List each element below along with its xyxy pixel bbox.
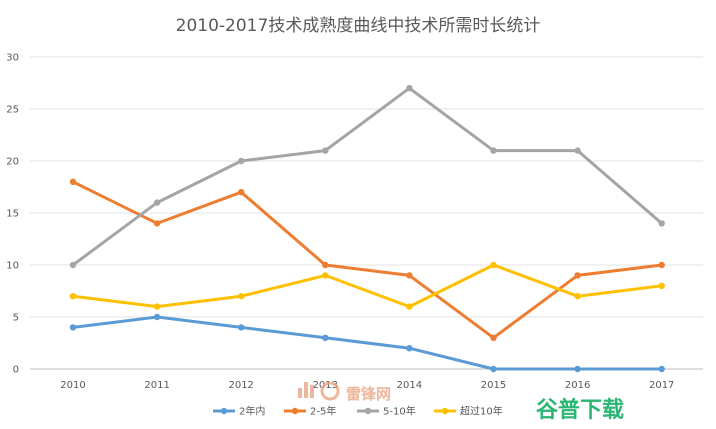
legend-label: 5-10年 [383,405,416,418]
data-point [238,324,245,331]
y-tick-label: 25 [6,105,19,116]
data-point [406,303,413,310]
data-point [69,261,77,269]
x-tick-label: 2011 [144,380,169,391]
data-point [406,345,413,352]
data-point [658,220,665,227]
y-tick-label: 30 [6,53,19,64]
x-tick-label: 2017 [649,380,674,391]
data-point [322,261,329,269]
legend-label: 2年内 [239,405,265,418]
chart-title: 2010-2017技术成熟度曲线中技术所需时长统计 [176,15,541,36]
data-point [322,334,329,341]
data-point [406,272,413,279]
x-tick-label: 2014 [397,380,422,391]
series-line [71,263,664,309]
y-tick-label: 0 [13,365,19,376]
legend-item: 超过10年 [434,405,503,418]
legend-marker [441,407,449,415]
data-point [69,178,77,185]
data-point [238,293,245,300]
data-point [574,293,581,300]
data-point [490,147,497,154]
data-point [658,365,665,373]
data-point [238,157,245,165]
watermark-left-text: 雷锋网 [346,385,391,403]
x-tick-label: 2015 [481,380,506,391]
x-tick-label: 2012 [228,380,253,391]
legend-item: 2年内 [213,405,265,418]
legend-item: 2-5年 [284,405,336,418]
legend-item: 5-10年 [357,405,416,418]
x-tick-label: 2010 [60,380,85,391]
watermark-right-text: 谷普下载 [536,397,624,423]
series-0 [69,313,665,373]
data-point [490,261,497,269]
y-tick-label: 15 [6,209,19,220]
legend-marker [291,407,299,415]
y-tick-label: 5 [13,313,19,324]
data-point [490,334,497,341]
legend-marker [364,407,372,415]
data-point [153,220,161,227]
data-point [574,147,581,154]
series-line [71,180,664,340]
data-point [69,324,77,331]
series-lines [69,85,665,373]
watermark-logo-bar-icon [310,385,314,398]
series-line [71,86,664,267]
series-line [71,315,664,371]
watermark-left: 雷锋网 [298,381,391,403]
y-axis-ticks: 0 5 10 15 20 25 30 [6,53,19,376]
gridlines [30,56,703,370]
legend-label: 2-5年 [310,405,336,418]
watermark-logo-bar-icon [304,382,308,398]
watermark-logo-ring-icon [320,381,340,401]
y-tick-label: 10 [6,261,19,272]
data-point [153,199,161,206]
data-point [153,303,161,310]
series-2 [69,85,665,269]
series-1 [69,178,665,341]
data-point [406,85,413,92]
data-point [574,365,581,373]
data-point [490,365,497,373]
legend: 2年内 2-5年 5-10年 超过10年 [213,405,503,418]
data-point [322,272,329,279]
data-point [574,272,581,279]
watermark-logo-bar-icon [298,388,302,398]
series-3 [69,261,665,310]
x-tick-label: 2016 [565,380,590,391]
data-point [322,147,329,154]
legend-label: 超过10年 [460,405,503,418]
data-point [658,261,665,269]
data-point [153,313,161,321]
y-tick-label: 20 [6,157,19,168]
legend-marker [220,407,228,415]
data-point [658,282,665,289]
data-point [69,293,77,300]
data-point [238,189,245,196]
